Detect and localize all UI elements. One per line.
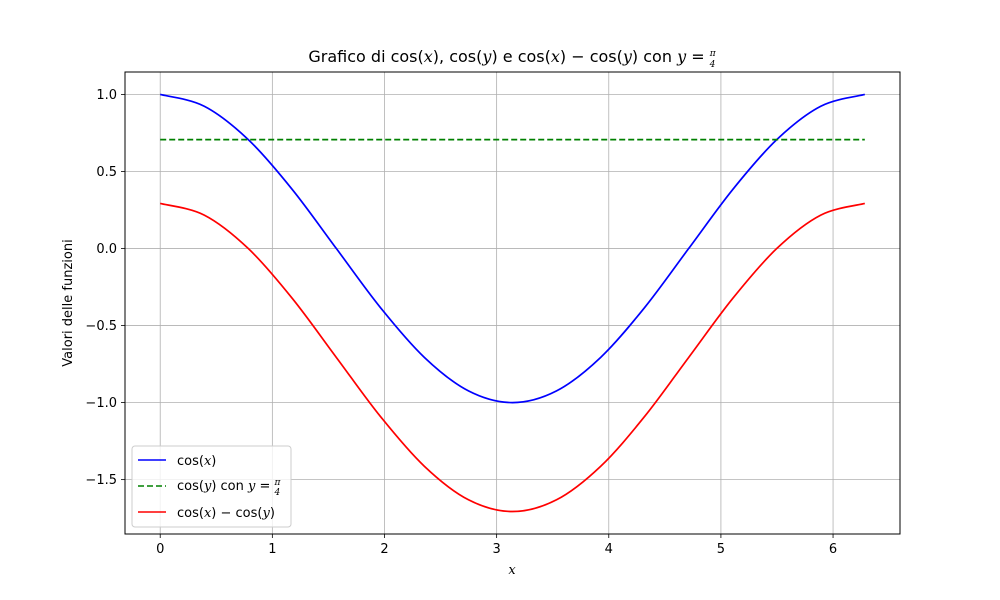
- y-axis-label: Valori delle funzioni: [61, 239, 76, 366]
- plot-series: [159, 93, 866, 513]
- y-tick-label: −0.5: [85, 319, 117, 334]
- y-tick-label: 0.5: [96, 165, 117, 180]
- x-tick-label: 5: [717, 542, 725, 557]
- x-tick-label: 3: [492, 542, 500, 557]
- y-tick-label: 1.0: [96, 88, 117, 103]
- chart-title: Grafico di cos(x), cos(y) e cos(x) − cos…: [308, 47, 716, 70]
- series-line-cosx: [159, 93, 866, 404]
- y-tick-label: −1.5: [85, 473, 117, 488]
- x-tick-label: 6: [829, 542, 837, 557]
- x-tick-label: 1: [268, 542, 276, 557]
- axis-ticks: 0 1 2 3 4 5 6 1.0 0.5 0.0 −0.5 −1.0 −1.5: [85, 88, 837, 557]
- legend-label-cosx: cos(x): [177, 454, 216, 469]
- x-tick-label: 2: [380, 542, 388, 557]
- y-tick-label: −1.0: [85, 396, 117, 411]
- legend-label-diff: cos(x) − cos(y): [177, 506, 275, 521]
- x-axis-label: x: [508, 563, 516, 578]
- x-tick-label: 0: [156, 542, 164, 557]
- x-tick-label: 4: [605, 542, 613, 557]
- plot-area-frame: [124, 71, 901, 535]
- series-line-diff: [159, 202, 866, 513]
- legend-box: [131, 445, 292, 528]
- y-tick-label: 0.0: [96, 242, 117, 257]
